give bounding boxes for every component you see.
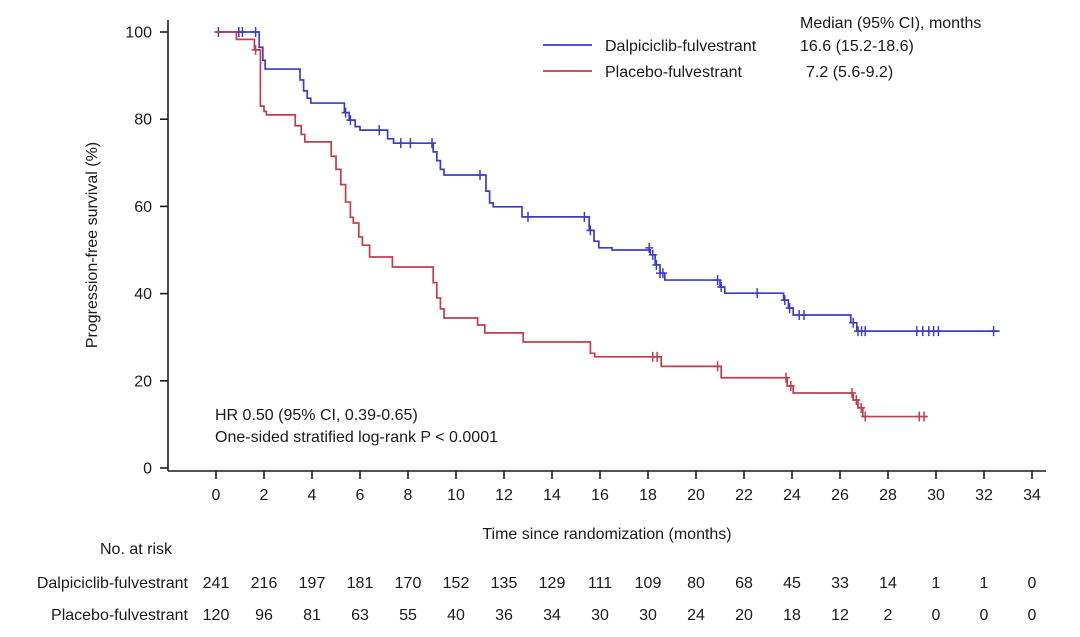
x-axis-tick-label: 16 [591, 487, 609, 504]
risk-count: 40 [447, 607, 465, 624]
risk-count: 36 [495, 607, 513, 624]
y-axis-tick-label: 20 [134, 373, 152, 390]
x-axis-title: Time since randomization (months) [482, 526, 731, 543]
km-curve-placebo [216, 31, 927, 418]
x-axis-tick-label: 0 [212, 487, 221, 504]
risk-count: 24 [687, 607, 705, 624]
risk-count: 18 [783, 607, 801, 624]
survival-curves [214, 27, 1000, 422]
risk-count: 1 [980, 575, 989, 592]
risk-count: 33 [831, 575, 849, 592]
risk-count: 0 [932, 607, 941, 624]
y-axis-tick-label: 60 [134, 199, 152, 216]
risk-count: 0 [1028, 607, 1037, 624]
risk-count: 55 [399, 607, 417, 624]
legend-label-dalpiciclib: Dalpiciclib-fulvestrant [605, 38, 757, 55]
risk-count: 120 [203, 607, 230, 624]
risk-count: 1 [932, 575, 941, 592]
x-axis-tick-label: 8 [404, 487, 413, 504]
risk-count: 81 [303, 607, 321, 624]
x-axis-tick-label: 26 [831, 487, 849, 504]
hr-line: HR 0.50 (95% CI, 0.39-0.65) [215, 407, 418, 424]
risk-table-title: No. at risk [100, 541, 173, 558]
risk-count: 14 [879, 575, 897, 592]
risk-row-label-dalpiciclib: Dalpiciclib-fulvestrant [37, 575, 189, 592]
x-axis-tick-label: 2 [260, 487, 269, 504]
risk-count: 63 [351, 607, 369, 624]
risk-count: 45 [783, 575, 801, 592]
risk-count: 129 [539, 575, 566, 592]
risk-count: 152 [443, 575, 470, 592]
risk-count: 135 [491, 575, 518, 592]
x-axis-tick-label: 10 [447, 487, 465, 504]
y-axis-tick-label: 100 [125, 25, 152, 42]
x-axis-tick-label: 18 [639, 487, 657, 504]
risk-count: 197 [299, 575, 326, 592]
risk-count: 20 [735, 607, 753, 624]
legend-median-dalpiciclib: 16.6 (15.2-18.6) [800, 38, 914, 55]
x-axis-tick-label: 30 [927, 487, 945, 504]
y-axis-tick-label: 0 [143, 461, 152, 478]
x-axis-ticks: 0 2 4 6 8 10 12 14 16 18 20 22 24 26 28 30 32 34 [212, 471, 1041, 504]
risk-row-label-placebo: Placebo-fulvestrant [51, 607, 189, 624]
legend-label-placebo: Placebo-fulvestrant [605, 64, 743, 81]
risk-count: 216 [251, 575, 278, 592]
risk-count: 111 [588, 575, 612, 592]
risk-count: 181 [347, 575, 374, 592]
x-axis-tick-label: 32 [975, 487, 993, 504]
legend: Median (95% CI), months Dalpiciclib-fulv… [543, 15, 981, 81]
risk-table-values: 241 216 197 181 170 152 135 129 111 109 80 68 45 33 14… [203, 575, 1037, 624]
risk-count: 2 [884, 607, 893, 624]
risk-count: 12 [831, 607, 849, 624]
legend-median-placebo: 7.2 (5.6-9.2) [806, 64, 893, 81]
risk-count: 30 [639, 607, 657, 624]
x-axis-tick-label: 28 [879, 487, 897, 504]
risk-count: 34 [543, 607, 561, 624]
risk-count: 68 [735, 575, 753, 592]
y-axis-title: Progression-free survival (%) [84, 142, 101, 348]
risk-count: 80 [687, 575, 705, 592]
y-axis-tick-label: 40 [134, 286, 152, 303]
x-axis-tick-label: 4 [308, 487, 317, 504]
y-axis-tick-label: 80 [134, 112, 152, 129]
risk-count: 96 [255, 607, 273, 624]
censor-marks-placebo [251, 44, 928, 422]
legend-median-header: Median (95% CI), months [800, 15, 981, 32]
y-axis-ticks: 0 20 40 60 80 100 [125, 25, 168, 478]
x-axis-tick-label: 22 [735, 487, 753, 504]
x-axis-tick-label: 12 [495, 487, 513, 504]
x-axis-tick-label: 6 [356, 487, 365, 504]
hr-annotation: HR 0.50 (95% CI, 0.39-0.65) One-sided st… [215, 407, 498, 446]
risk-count: 0 [980, 607, 989, 624]
risk-table: No. at risk Dalpiciclib-fulvestrant Plac… [37, 541, 189, 624]
risk-count: 241 [203, 575, 230, 592]
risk-count: 0 [1028, 575, 1037, 592]
x-axis-tick-label: 34 [1023, 487, 1041, 504]
x-axis-tick-label: 14 [543, 487, 561, 504]
logrank-line: One-sided stratified log-rank P < 0.0001 [215, 429, 498, 446]
risk-count: 109 [635, 575, 662, 592]
risk-count: 170 [395, 575, 422, 592]
x-axis-tick-label: 20 [687, 487, 705, 504]
x-axis-tick-label: 24 [783, 487, 801, 504]
risk-count: 30 [591, 607, 609, 624]
